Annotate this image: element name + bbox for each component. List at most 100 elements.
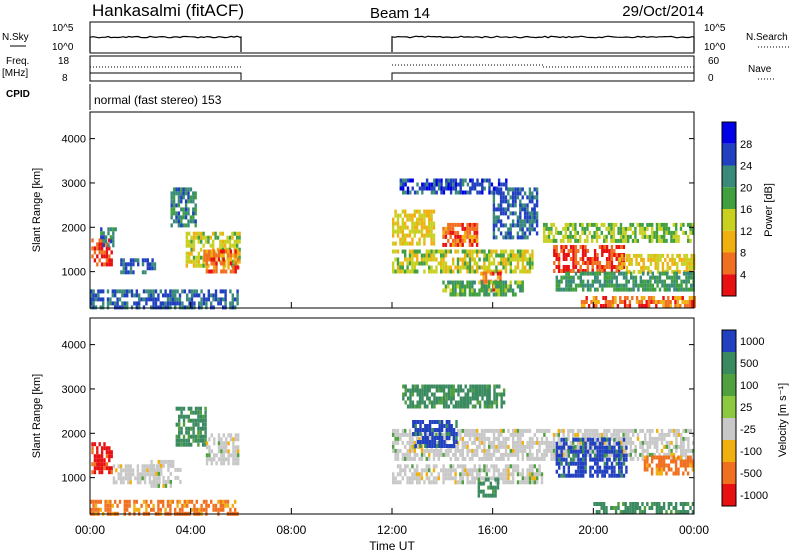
velocity-panel-cell [100, 466, 104, 471]
velocity-panel-cell [601, 453, 604, 458]
velocity-panel-cell [588, 448, 592, 453]
velocity-panel-colorbar-tick: 25 [740, 402, 752, 414]
velocity-panel-cell [181, 507, 184, 512]
power-panel-cell [586, 226, 589, 231]
velocity-panel-cell [413, 448, 416, 453]
power-panel-cell [608, 279, 611, 284]
velocity-panel-cell [620, 428, 623, 433]
power-panel-cell [673, 283, 676, 288]
power-panel-cell [524, 253, 527, 258]
velocity-panel-cell [538, 468, 541, 473]
power-panel-ytick-label: 3000 [62, 178, 86, 190]
velocity-panel-cell [449, 456, 452, 461]
velocity-panel-cell [145, 499, 148, 504]
power-panel-cell [180, 223, 183, 228]
power-panel-cell [584, 283, 587, 288]
velocity-panel-cell [444, 448, 448, 453]
power-panel-cell [630, 275, 633, 280]
velocity-panel-cell [605, 428, 608, 433]
velocity-panel-cell [237, 433, 240, 438]
velocity-panel-cell [533, 476, 536, 481]
velocity-panel-cell [613, 437, 616, 442]
velocity-panel-cell [199, 430, 202, 435]
velocity-panel-cell [129, 464, 132, 469]
power-panel-cell [190, 259, 193, 264]
power-panel-cell [444, 249, 448, 254]
power-panel-cell [433, 186, 436, 191]
power-panel-cell [619, 238, 623, 243]
velocity-panel-cell [466, 432, 469, 437]
power-panel-cell [406, 190, 410, 195]
power-panel-cell [588, 230, 591, 235]
velocity-panel-cell [622, 502, 625, 506]
velocity-panel-cell [495, 392, 499, 397]
power-panel-cell [182, 211, 185, 216]
power-panel-cell [185, 235, 188, 240]
power-panel-cell [197, 255, 200, 260]
velocity-panel-cell [392, 480, 395, 485]
velocity-panel-cell [152, 463, 156, 468]
velocity-panel-cell [452, 404, 455, 409]
velocity-panel-cell [648, 436, 652, 441]
velocity-panel-cell [219, 499, 222, 504]
power-panel-cell [675, 234, 678, 239]
velocity-panel-cell [401, 440, 404, 445]
velocity-panel-cell [438, 432, 441, 436]
velocity-panel-cell [176, 467, 180, 472]
velocity-panel-cell [620, 436, 623, 441]
power-panel-cell [189, 199, 193, 204]
power-panel-cell [562, 257, 566, 261]
power-panel-cell [550, 230, 553, 235]
power-panel-cell [500, 257, 503, 262]
velocity-panel-cell [136, 468, 140, 473]
power-panel-cell [591, 234, 594, 239]
power-panel-cell [430, 225, 433, 230]
power-panel-cell [181, 305, 184, 310]
velocity-panel-cell [461, 476, 464, 481]
power-panel-cell [613, 271, 616, 276]
power-panel-cell [94, 297, 98, 302]
velocity-panel-cell [680, 444, 683, 449]
velocity-panel-cell [543, 428, 546, 433]
power-panel-region [618, 253, 696, 274]
velocity-panel-cell [606, 465, 609, 470]
velocity-cells [90, 384, 695, 516]
velocity-panel-cell [447, 392, 451, 397]
velocity-panel-cell [227, 449, 230, 454]
velocity-panel-cell [392, 440, 395, 445]
power-panel-cell [605, 265, 609, 269]
power-panel-cell [658, 234, 661, 239]
power-panel-cell [421, 186, 424, 191]
velocity-panel-cell [448, 420, 451, 424]
velocity-panel-cell [167, 479, 170, 484]
velocity-panel-cell [471, 452, 474, 457]
power-panel-cell [663, 283, 666, 288]
power-panel-cell [585, 300, 588, 304]
power-panel-cell [447, 182, 450, 187]
velocity-panel-cell [562, 469, 566, 474]
power-panel-cell [660, 226, 663, 231]
velocity-panel-cell [117, 464, 120, 469]
velocity-panel-cell [234, 507, 237, 512]
velocity-panel-cell [682, 510, 685, 514]
power-panel-cell [233, 243, 236, 248]
power-panel-ytick-label: 1000 [62, 267, 86, 279]
power-panel-cell [579, 257, 582, 261]
velocity-panel-cell [396, 452, 400, 457]
power-panel-cell [598, 265, 602, 269]
velocity-panel-cell [416, 420, 420, 424]
velocity-panel-cell [98, 442, 101, 447]
velocity-panel-cell [430, 384, 434, 389]
power-panel-cell [528, 187, 532, 192]
velocity-panel-cell [159, 507, 162, 512]
power-panel-cell [454, 280, 457, 285]
power-panel-cell [153, 262, 157, 267]
velocity-panel-cell [105, 450, 109, 455]
power-panel-cell [663, 226, 666, 231]
power-panel-cell [456, 284, 460, 289]
power-panel-cell [100, 227, 103, 232]
power-panel-cell [631, 238, 635, 243]
velocity-panel-cell [586, 437, 590, 442]
power-panel-cell [620, 257, 623, 261]
velocity-panel-cell [480, 476, 484, 481]
